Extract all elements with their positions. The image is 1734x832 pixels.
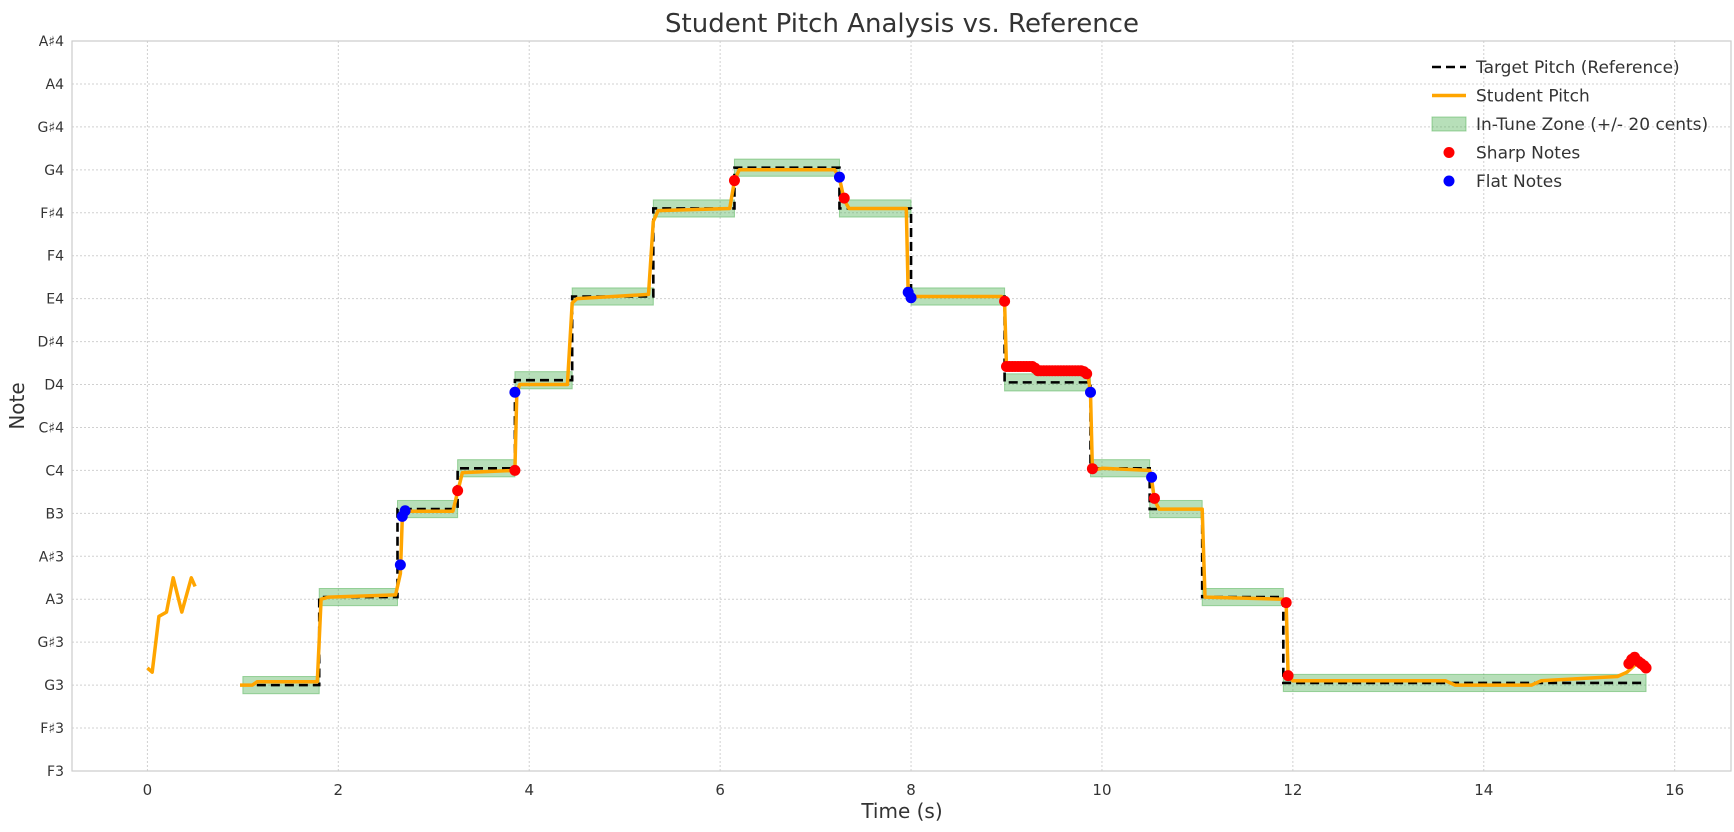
- sharp-note-marker: [1148, 492, 1160, 504]
- legend-label-flat: Flat Notes: [1476, 172, 1562, 192]
- x-tick-label: 14: [1474, 781, 1493, 799]
- sharp-note-marker: [728, 175, 740, 187]
- legend-label-sharp: Sharp Notes: [1476, 144, 1580, 164]
- flat-note-marker: [394, 559, 406, 571]
- y-tick-label: C♯4: [39, 420, 65, 436]
- y-tick-label: G3: [44, 678, 64, 694]
- y-tick-label: F3: [47, 764, 64, 780]
- flat-note-marker: [399, 505, 411, 517]
- sharp-note-marker: [999, 295, 1011, 307]
- legend-label-zone: In-Tune Zone (+/- 20 cents): [1476, 115, 1708, 135]
- flat-note-marker: [1146, 471, 1158, 483]
- legend-label-reference: Target Pitch (Reference): [1475, 58, 1680, 78]
- sharp-note-marker: [452, 485, 464, 497]
- y-tick-label: A4: [46, 77, 65, 93]
- flat-notes: [394, 171, 1158, 571]
- legend-flat-handle: [1443, 175, 1455, 187]
- in-tune-zones: [242, 158, 1647, 695]
- y-tick-label: G♯4: [37, 120, 64, 136]
- y-axis-label: Note: [5, 382, 29, 429]
- student-line: [146, 168, 1648, 687]
- y-tick-label: D4: [44, 378, 64, 394]
- sharp-note-marker: [509, 464, 521, 476]
- x-tick-label: 0: [143, 781, 153, 799]
- sharp-note-marker: [1280, 597, 1292, 609]
- y-tick-label: D♯4: [38, 335, 65, 351]
- sharp-note-marker: [1081, 368, 1093, 380]
- y-tick-label: A3: [46, 592, 64, 608]
- y-tick-label: G♯3: [37, 635, 64, 651]
- y-tick-label: C4: [45, 463, 64, 479]
- reference-pitch-path: [242, 166, 1647, 687]
- legend-label-student: Student Pitch: [1476, 87, 1590, 107]
- student-pitch-path: [240, 168, 1648, 687]
- x-tick-label: 8: [906, 781, 916, 799]
- sharp-note-marker: [1282, 670, 1294, 682]
- sharp-note-marker: [1640, 662, 1652, 674]
- x-tick-label: 16: [1665, 781, 1684, 799]
- grid: [72, 40, 1731, 772]
- x-axis-label: Time (s): [860, 799, 942, 823]
- x-tick-label: 2: [334, 781, 344, 799]
- y-tick-label: G4: [44, 163, 64, 179]
- flat-note-marker: [1085, 386, 1096, 398]
- chart-title: Student Pitch Analysis vs. Reference: [665, 9, 1139, 39]
- x-tick-label: 12: [1283, 781, 1302, 799]
- y-tick-label: E4: [46, 292, 64, 308]
- y-tick-label: F♯4: [40, 206, 64, 222]
- flat-note-marker: [509, 386, 521, 398]
- sharp-note-marker: [1086, 463, 1098, 475]
- sharp-note-marker: [838, 192, 850, 204]
- y-tick-label: F4: [47, 249, 64, 265]
- student-pitch-path: [146, 576, 197, 674]
- flat-note-marker: [833, 171, 845, 183]
- x-tick-label: 10: [1092, 781, 1111, 799]
- reference-line: [242, 166, 1647, 687]
- legend: Target Pitch (Reference) Student Pitch In-…: [1431, 58, 1708, 192]
- x-tick-labels: 0 2 4 6 8 10 12 14 16: [143, 781, 1685, 799]
- legend-sharp-handle: [1443, 147, 1455, 158]
- x-tick-label: 6: [715, 781, 725, 799]
- plot-frame: [71, 40, 1732, 772]
- y-tick-label: A♯3: [39, 549, 64, 565]
- legend-zone-handle: [1431, 116, 1467, 132]
- flat-note-marker: [905, 292, 917, 304]
- sharp-notes: [452, 175, 1652, 682]
- y-tick-label: B3: [45, 506, 64, 522]
- y-tick-label: A♯4: [39, 34, 64, 50]
- y-tick-label: F♯3: [40, 721, 64, 737]
- x-tick-label: 4: [524, 781, 534, 799]
- y-tick-labels: F3 F♯3 G3 G♯3 A3 A♯3 B3 C4 C♯4 D4 D♯4 E4 F4 F♯4 G4 G♯4 A…: [37, 34, 64, 780]
